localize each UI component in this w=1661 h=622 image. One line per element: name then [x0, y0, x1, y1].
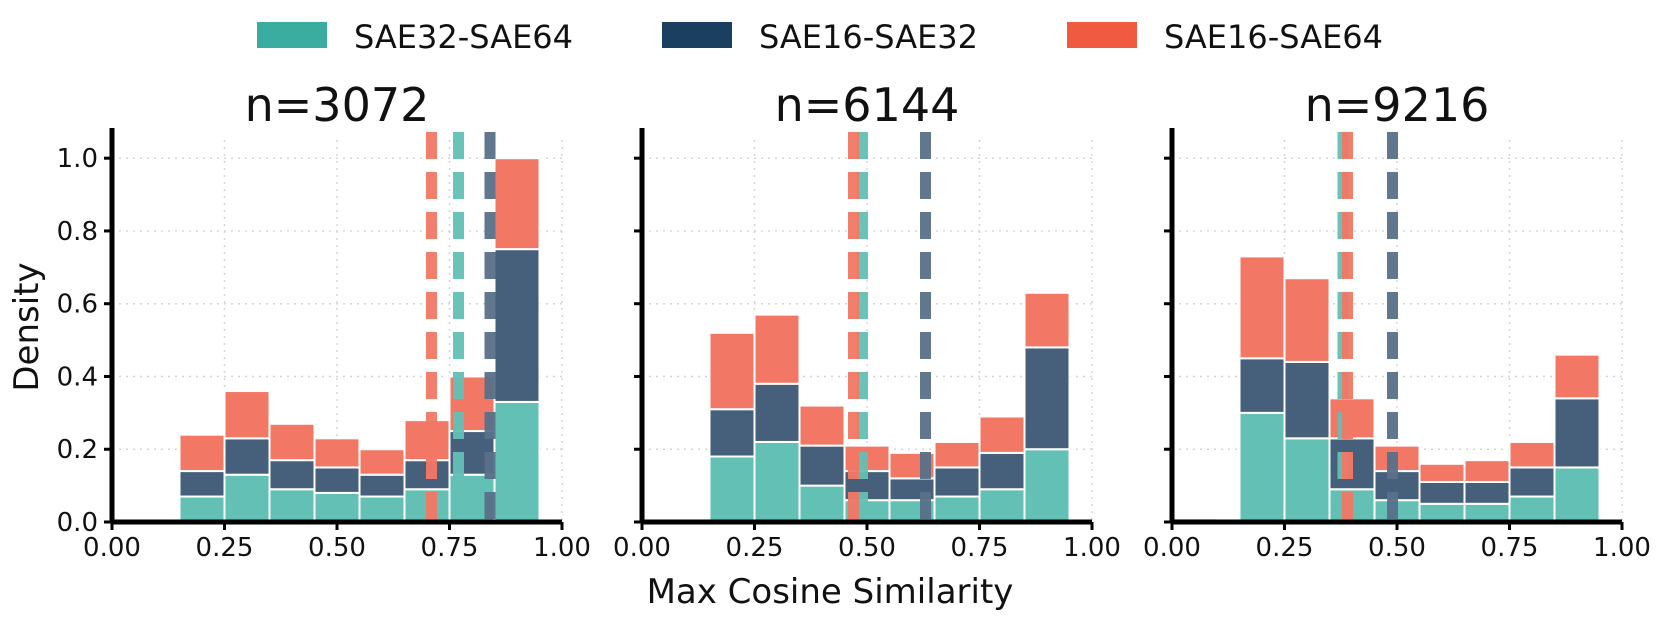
- panel-n6144: n=6144 0.00 0.25 0.50 0.75 1.00: [613, 78, 1121, 563]
- x-tick-label: 0.50: [1368, 533, 1426, 563]
- x-tick-label: 1.00: [1063, 533, 1121, 563]
- legend-swatch-sae32-sae64: [257, 22, 327, 48]
- bar-segment-sae32-sae64-bin-2: [753, 440, 801, 524]
- bar-segment-sae32-sae64-bin-8: [1553, 466, 1601, 523]
- bar-segment-sae16-sae64-bin-1: [1238, 255, 1286, 360]
- bar-segment-sae32-sae64-bin-3: [313, 491, 361, 523]
- y-tick-label: 0.0: [57, 508, 98, 538]
- axes: 0.00 0.25 0.50 0.75 1.00 0.0 0.2 0.4 0.6 0.8 1.0: [57, 128, 591, 563]
- bar-segment-sae32-sae64-bin-2: [1283, 437, 1331, 524]
- bar-segment-sae16-sae64-bin-3: [798, 404, 846, 447]
- bar-segment-sae32-sae64-bin-1: [223, 473, 271, 524]
- bar-segment-sae32-sae64-bin-7: [1508, 495, 1556, 523]
- panel-n9216: n=9216 0.00 0.25 0.50 0.75 1.00: [1143, 78, 1651, 563]
- bar-segment-sae16-sae32-bin-2: [753, 382, 801, 443]
- bars: [1171, 255, 1601, 524]
- bar-segment-sae16-sae32-bin-7: [493, 248, 541, 403]
- bar-segment-sae16-sae64-bin-1: [708, 331, 756, 411]
- x-tick-label: 0.00: [1143, 533, 1201, 563]
- bar-segment-sae32-sae64-bin-1: [708, 455, 756, 523]
- bar-segment-sae16-sae64-bin-3: [313, 437, 361, 469]
- x-tick-label: 0.25: [726, 533, 784, 563]
- x-tick-label: 0.25: [1256, 533, 1314, 563]
- bar-segment-sae16-sae64-bin-4: [358, 448, 406, 476]
- x-tick-label: 1.00: [1593, 533, 1651, 563]
- bar-segment-sae16-sae64-bin-5: [1418, 462, 1466, 483]
- bar-segment-sae32-sae64-bin-7: [978, 488, 1026, 523]
- bar-segment-sae32-sae64-bin-4: [358, 495, 406, 523]
- bar-segment-sae16-sae64-bin-2: [268, 422, 316, 462]
- bar-segment-sae16-sae32-bin-7: [1508, 466, 1556, 498]
- bar-segment-sae16-sae64-bin-8: [1553, 353, 1601, 400]
- panel-title: n=6144: [775, 78, 960, 132]
- mean-lines: [426, 132, 496, 522]
- y-tick-label: 0.2: [57, 435, 98, 465]
- x-tick-label: 0.75: [1481, 533, 1539, 563]
- bar-segment-sae16-sae64-bin-6: [933, 440, 981, 469]
- bar-segment-sae16-sae32-bin-2: [268, 459, 316, 491]
- bar-segment-sae16-sae32-bin-0: [178, 470, 226, 498]
- bar-segment-sae16-sae32-bin-4: [358, 473, 406, 498]
- x-tick-label: 0.50: [308, 533, 366, 563]
- x-axis-title: Max Cosine Similarity: [647, 572, 1014, 612]
- bar-segment-sae16-sae64-bin-2: [1283, 277, 1331, 363]
- bar-segment-sae16-sae64-bin-6: [1463, 459, 1511, 483]
- legend-label-sae16-sae64: SAE16-SAE64: [1164, 18, 1383, 56]
- bar-segment-sae32-sae64-bin-1: [1238, 411, 1286, 524]
- bar-segment-sae32-sae64-bin-3: [798, 484, 846, 523]
- x-tick-label: 0.25: [196, 533, 254, 563]
- bar-segment-sae16-sae64-bin-7: [493, 157, 541, 251]
- bar-segment-sae32-sae64-bin-6: [933, 495, 981, 523]
- panel-title: n=3072: [245, 78, 430, 132]
- panel-title: n=9216: [1305, 78, 1490, 132]
- panel-n3072: n=3072 0.00 0.25 0.50 0.75 1.000.00.20.40.60…: [57, 78, 591, 563]
- bar-segment-sae16-sae64-bin-8: [1023, 291, 1071, 349]
- bar-segment-sae16-sae32-bin-6: [1463, 480, 1511, 505]
- bar-segment-sae16-sae32-bin-1: [223, 437, 271, 476]
- bar-segment-sae32-sae64-bin-7: [493, 400, 541, 524]
- bar-segment-sae16-sae64-bin-0: [178, 433, 226, 473]
- y-tick-label: 0.4: [57, 362, 98, 392]
- legend: SAE32-SAE64 SAE16-SAE32 SAE16-SAE64: [257, 18, 1383, 56]
- bar-segment-sae16-sae64-bin-7: [978, 415, 1026, 454]
- legend-swatch-sae16-sae64: [1067, 22, 1137, 48]
- axes: 0.00 0.25 0.50 0.75 1.00: [613, 128, 1121, 563]
- bar-segment-sae16-sae32-bin-1: [1238, 357, 1286, 414]
- mean-lines: [848, 132, 931, 522]
- bar-segment-sae16-sae32-bin-6: [933, 466, 981, 498]
- x-tick-label: 0.75: [421, 533, 479, 563]
- y-tick-label: 0.8: [57, 217, 98, 247]
- legend-label-sae16-sae32: SAE16-SAE32: [759, 18, 978, 56]
- y-tick-label: 0.6: [57, 290, 98, 320]
- x-tick-label: 0.00: [83, 533, 141, 563]
- bar-segment-sae32-sae64-bin-2: [268, 488, 316, 523]
- axes: 0.00 0.25 0.50 0.75 1.00: [1143, 128, 1651, 563]
- bar-segment-sae16-sae32-bin-3: [798, 444, 846, 487]
- bars: [641, 291, 1071, 524]
- y-tick-label: 1.0: [57, 144, 98, 174]
- bar-segment-sae32-sae64-bin-6: [1463, 502, 1511, 523]
- x-tick-label: 0.00: [613, 533, 671, 563]
- mean-lines: [1337, 132, 1398, 522]
- x-tick-label: 1.00: [533, 533, 591, 563]
- bar-segment-sae32-sae64-bin-5: [1418, 502, 1466, 523]
- bar-segment-sae16-sae32-bin-7: [978, 451, 1026, 491]
- bar-segment-sae16-sae32-bin-3: [313, 466, 361, 494]
- bar-segment-sae16-sae32-bin-8: [1023, 346, 1071, 451]
- y-axis-title: Density: [7, 262, 47, 391]
- bar-segment-sae16-sae32-bin-5: [1418, 480, 1466, 505]
- bar-segment-sae16-sae32-bin-8: [1553, 397, 1601, 469]
- legend-swatch-sae16-sae32: [662, 22, 732, 48]
- bar-segment-sae32-sae64-bin-0: [178, 495, 226, 523]
- bar-segment-sae16-sae64-bin-7: [1508, 440, 1556, 469]
- bar-segment-sae16-sae32-bin-1: [708, 408, 756, 458]
- bar-segment-sae16-sae32-bin-2: [1283, 360, 1331, 440]
- bar-segment-sae16-sae64-bin-1: [223, 390, 271, 440]
- x-tick-label: 0.75: [951, 533, 1009, 563]
- bar-segment-sae16-sae64-bin-2: [753, 313, 801, 385]
- legend-label-sae32-sae64: SAE32-SAE64: [354, 18, 573, 56]
- x-tick-label: 0.50: [838, 533, 896, 563]
- bar-segment-sae32-sae64-bin-8: [1023, 448, 1071, 523]
